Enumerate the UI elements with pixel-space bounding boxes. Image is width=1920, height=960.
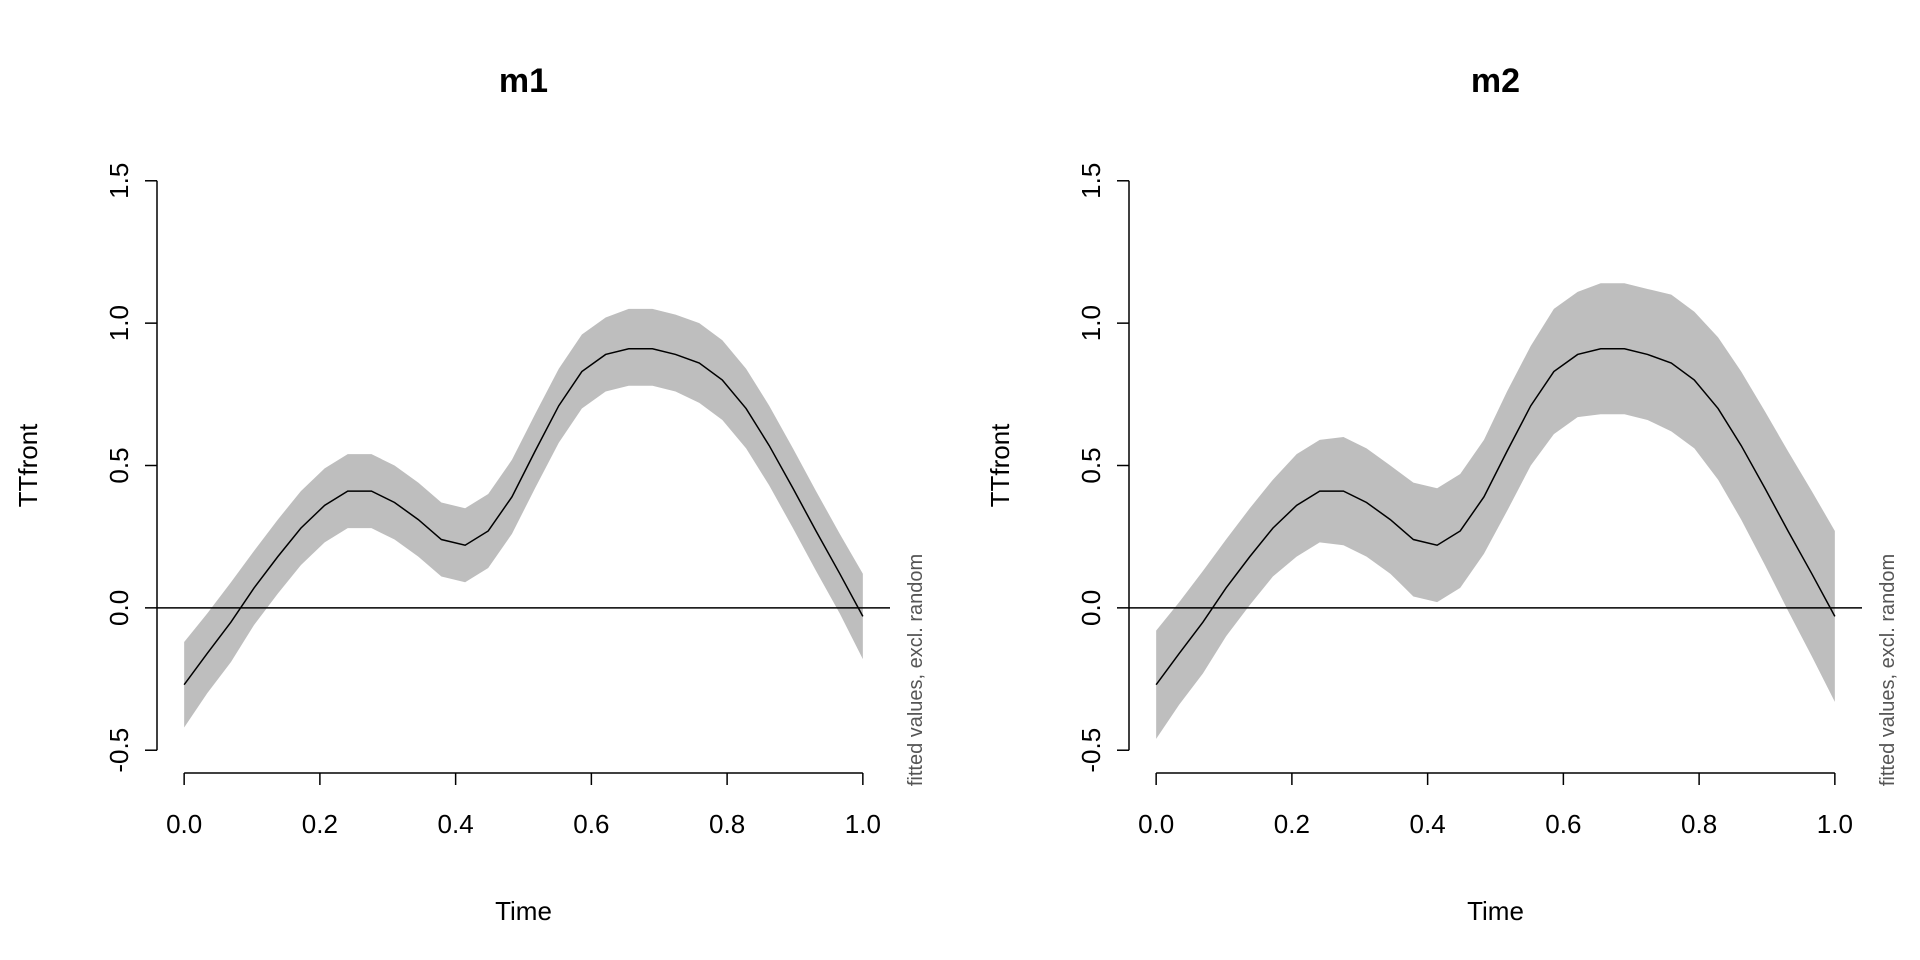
panel: m1 Time TTfront fitted values, excl. random…	[13, 62, 927, 926]
x-tick-label: 0.6	[573, 809, 609, 839]
note: fitted values, excl. random	[1877, 554, 1899, 786]
y-tick-label: -0.5	[104, 728, 134, 773]
y-axis-title: TTfront	[13, 423, 43, 508]
x-tick-label: 0.0	[1138, 809, 1174, 839]
chart-title: m2	[1471, 62, 1520, 100]
x-tick-label: 0.2	[1274, 809, 1310, 839]
x-axis-title: Time	[495, 896, 552, 926]
x-tick-label: 0.8	[1681, 809, 1717, 839]
y-tick-label: 1.0	[104, 305, 134, 341]
x-tick-label: 1.0	[1817, 809, 1853, 839]
y-tick-label: 0.5	[1076, 447, 1106, 483]
x-axis-title: Time	[1467, 896, 1524, 926]
y-tick-label: -0.5	[1076, 728, 1106, 773]
y-tick-label: 1.0	[1076, 305, 1106, 341]
note: fitted values, excl. random	[905, 554, 927, 786]
x-tick-label: 0.2	[302, 809, 338, 839]
x-tick-label: 0.4	[438, 809, 474, 839]
y-tick-label: 1.5	[104, 163, 134, 199]
y-tick-label: 0.0	[1076, 590, 1106, 626]
x-tick-label: 0.8	[709, 809, 745, 839]
y-tick-label: 0.5	[104, 447, 134, 483]
y-tick-label: 0.0	[104, 590, 134, 626]
y-tick-label: 1.5	[1076, 163, 1106, 199]
panel: m2 Time TTfront fitted values, excl. random…	[985, 62, 1899, 926]
x-tick-label: 1.0	[845, 809, 881, 839]
x-tick-label: 0.0	[166, 809, 202, 839]
x-tick-label: 0.6	[1545, 809, 1581, 839]
y-axis-title: TTfront	[985, 423, 1015, 508]
fitted-line	[183, 348, 864, 686]
fitted-line	[1155, 348, 1836, 686]
confidence-band	[1156, 283, 1835, 739]
chart-title: m1	[499, 62, 548, 100]
confidence-band	[184, 308, 863, 728]
x-tick-label: 0.4	[1410, 809, 1446, 839]
